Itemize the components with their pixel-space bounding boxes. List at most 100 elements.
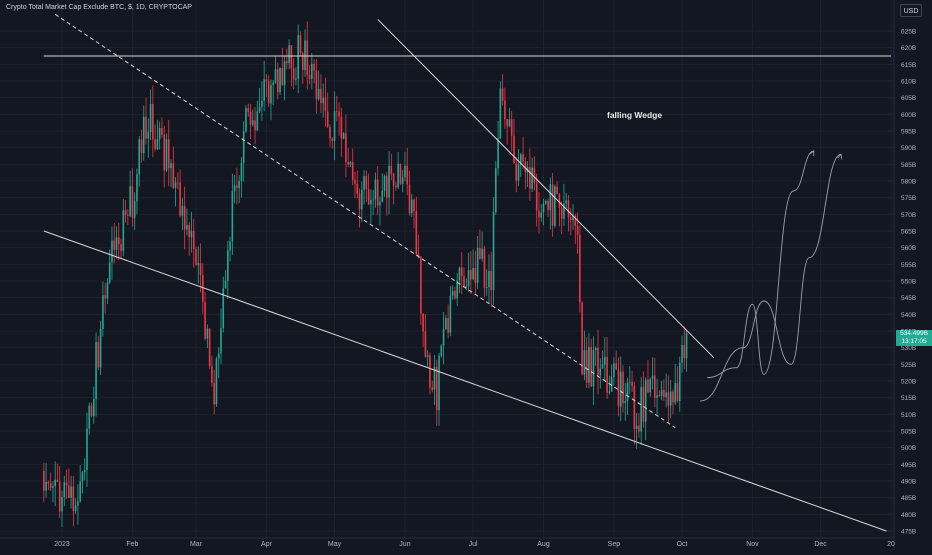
candle-body[interactable] xyxy=(583,350,586,375)
candle-body[interactable] xyxy=(517,164,520,181)
candle-body[interactable] xyxy=(99,328,102,368)
candle-body[interactable] xyxy=(651,375,654,380)
candle-body[interactable] xyxy=(572,215,574,221)
candle-body[interactable] xyxy=(567,200,570,218)
candle-body[interactable] xyxy=(672,391,674,403)
candle-body[interactable] xyxy=(388,165,390,198)
candle-body[interactable] xyxy=(594,347,597,351)
candle-body[interactable] xyxy=(202,275,204,302)
candle-body[interactable] xyxy=(283,61,286,86)
candle-body[interactable] xyxy=(376,179,379,206)
candle-body[interactable] xyxy=(161,127,163,135)
candle-body[interactable] xyxy=(311,63,313,79)
candle-body[interactable] xyxy=(676,383,679,402)
candle-body[interactable] xyxy=(551,184,554,226)
candle-body[interactable] xyxy=(145,116,147,139)
candle-body[interactable] xyxy=(167,139,170,169)
candle-body[interactable] xyxy=(685,332,688,359)
candle-body[interactable] xyxy=(81,472,84,482)
candle-body[interactable] xyxy=(265,79,268,81)
candle-body[interactable] xyxy=(172,163,175,188)
candle-body[interactable] xyxy=(229,241,231,251)
candle-body[interactable] xyxy=(422,313,424,332)
candle-body[interactable] xyxy=(629,381,631,383)
candle-body[interactable] xyxy=(669,391,672,406)
candle-body[interactable] xyxy=(540,212,543,218)
candle-body[interactable] xyxy=(88,405,91,429)
candle-body[interactable] xyxy=(622,371,624,403)
candle-body[interactable] xyxy=(97,342,100,368)
candle-body[interactable] xyxy=(585,350,588,383)
candle-body[interactable] xyxy=(45,482,47,491)
candle-body[interactable] xyxy=(385,175,388,198)
candle-body[interactable] xyxy=(147,132,150,139)
candle-body[interactable] xyxy=(336,111,338,113)
candle-body[interactable] xyxy=(177,182,179,184)
candle-body[interactable] xyxy=(531,167,533,189)
candle-body[interactable] xyxy=(374,179,377,200)
candle-body[interactable] xyxy=(649,379,652,393)
candle-body[interactable] xyxy=(256,111,259,131)
candle-body[interactable] xyxy=(281,68,284,86)
candle-body[interactable] xyxy=(683,345,686,359)
candle-body[interactable] xyxy=(349,162,352,165)
candle-body[interactable] xyxy=(133,201,136,218)
candle-body[interactable] xyxy=(440,345,443,356)
candle-body[interactable] xyxy=(558,194,561,208)
candle-body[interactable] xyxy=(272,82,275,85)
candle-body[interactable] xyxy=(108,262,111,283)
candle-body[interactable] xyxy=(204,301,206,339)
candle-body[interactable] xyxy=(54,479,56,487)
candle-body[interactable] xyxy=(665,392,667,398)
candle-body[interactable] xyxy=(599,368,602,376)
candle-body[interactable] xyxy=(472,267,474,280)
candle-body[interactable] xyxy=(83,470,86,473)
candle-body[interactable] xyxy=(499,88,502,139)
currency-button[interactable]: USD xyxy=(900,4,922,17)
candle-body[interactable] xyxy=(258,106,261,112)
candle-body[interactable] xyxy=(460,267,463,277)
candle-body[interactable] xyxy=(251,120,254,125)
candle-body[interactable] xyxy=(345,133,347,162)
candle-body[interactable] xyxy=(438,355,440,411)
candle-body[interactable] xyxy=(370,199,372,205)
candle-body[interactable] xyxy=(606,356,608,393)
candle-body[interactable] xyxy=(56,479,59,482)
candle-body[interactable] xyxy=(238,181,240,188)
candle-body[interactable] xyxy=(481,248,483,259)
candle-body[interactable] xyxy=(426,355,429,357)
candle-body[interactable] xyxy=(276,69,279,93)
candle-body[interactable] xyxy=(569,217,572,221)
candle-body[interactable] xyxy=(424,331,427,357)
candle-body[interactable] xyxy=(410,199,413,214)
candle-body[interactable] xyxy=(488,270,490,288)
candle-body[interactable] xyxy=(372,199,374,201)
candle-body[interactable] xyxy=(456,280,458,299)
candle-body[interactable] xyxy=(474,267,477,283)
candle-body[interactable] xyxy=(68,485,70,498)
dashed-trendline[interactable] xyxy=(54,13,676,429)
candle-body[interactable] xyxy=(288,45,290,64)
candle-body[interactable] xyxy=(495,168,497,213)
candle-body[interactable] xyxy=(152,103,154,140)
candle-body[interactable] xyxy=(442,329,445,346)
candle-body[interactable] xyxy=(186,225,188,230)
candle-body[interactable] xyxy=(227,250,229,281)
candle-body[interactable] xyxy=(156,139,159,149)
candle-body[interactable] xyxy=(249,111,252,125)
candle-body[interactable] xyxy=(395,185,397,188)
candle-body[interactable] xyxy=(653,375,656,398)
candle-body[interactable] xyxy=(613,363,615,377)
candle-body[interactable] xyxy=(508,119,511,127)
candle-body[interactable] xyxy=(195,249,197,266)
candle-body[interactable] xyxy=(590,347,592,387)
candle-body[interactable] xyxy=(563,203,565,219)
candle-body[interactable] xyxy=(47,482,50,484)
candle-body[interactable] xyxy=(136,174,138,202)
candle-body[interactable] xyxy=(320,88,322,104)
candle-body[interactable] xyxy=(331,138,334,141)
candle-body[interactable] xyxy=(117,237,120,245)
candle-body[interactable] xyxy=(449,295,452,333)
candle-body[interactable] xyxy=(183,206,186,230)
